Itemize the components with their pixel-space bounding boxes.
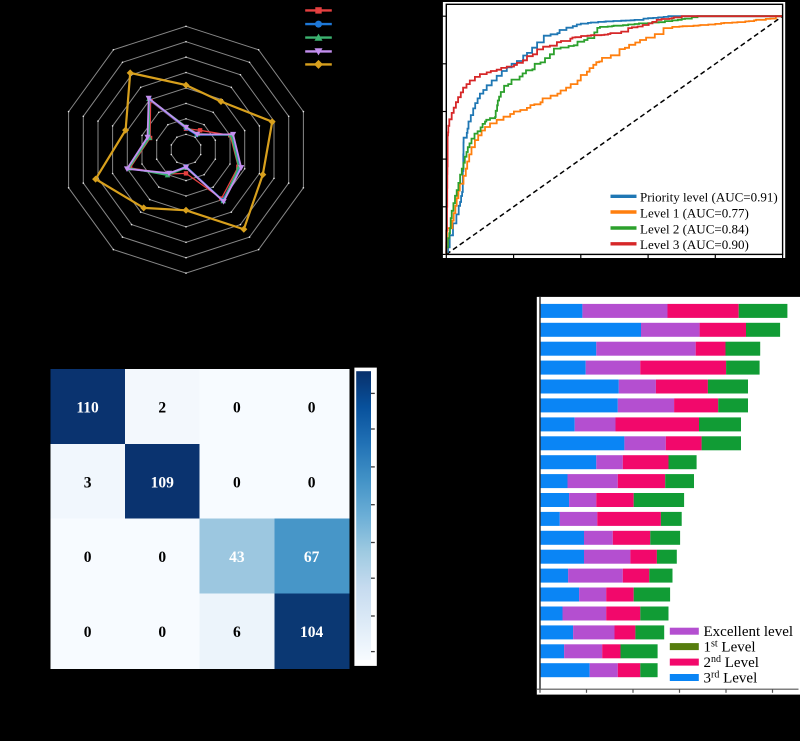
svg-text:Level 2 (AUC=0.84): Level 2 (AUC=0.84) <box>640 221 749 236</box>
svg-text:67: 67 <box>304 549 320 566</box>
svg-text:0: 0 <box>84 624 92 641</box>
svg-text:2: 2 <box>158 400 166 417</box>
svg-text:110: 110 <box>76 400 99 417</box>
svg-text:0: 0 <box>84 549 92 566</box>
svg-text:0: 0 <box>158 624 166 641</box>
svg-text:Level 1 (AUC=0.77): Level 1 (AUC=0.77) <box>640 205 749 220</box>
svg-text:Priority level (AUC=0.91): Priority level (AUC=0.91) <box>640 190 778 205</box>
svg-text:Excellent level: Excellent level <box>704 624 794 640</box>
svg-text:0: 0 <box>233 400 241 417</box>
svg-text:3: 3 <box>84 474 92 491</box>
svg-text:0: 0 <box>233 474 241 491</box>
svg-text:0: 0 <box>158 549 166 566</box>
svg-text:Level 3 (AUC=0.90): Level 3 (AUC=0.90) <box>640 237 749 252</box>
svg-text:0: 0 <box>308 474 316 491</box>
svg-text:43: 43 <box>229 549 245 566</box>
svg-text:104: 104 <box>300 624 324 641</box>
svg-text:6: 6 <box>233 624 241 641</box>
svg-text:109: 109 <box>151 474 175 491</box>
svg-text:0: 0 <box>308 400 316 417</box>
